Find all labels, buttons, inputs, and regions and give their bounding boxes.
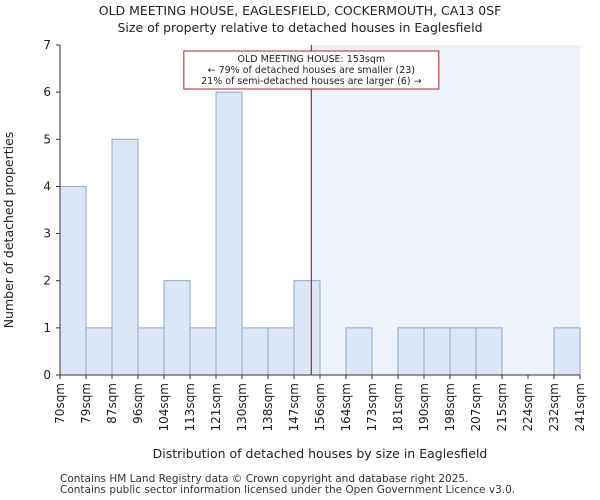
footer-line-2: Contains public sector information licen… (60, 484, 516, 496)
x-tick-label: 87sqm (105, 383, 119, 424)
histogram-bar (423, 327, 451, 376)
x-tick-label: 147sqm (287, 383, 301, 431)
histogram-bar (59, 185, 87, 376)
x-tick-label: 113sqm (183, 383, 197, 431)
x-tick-label: 207sqm (469, 383, 483, 431)
x-tick-label: 181sqm (391, 383, 405, 431)
larger-region-highlight (311, 45, 580, 375)
y-tick-label: 6 (43, 85, 51, 99)
x-tick-label: 79sqm (79, 383, 93, 424)
chart-title: OLD MEETING HOUSE, EAGLESFIELD, COCKERMO… (98, 3, 502, 18)
footer-line-1: Contains HM Land Registry data © Crown c… (60, 473, 469, 485)
x-tick-label: 164sqm (339, 383, 353, 431)
y-tick-label: 5 (43, 132, 51, 146)
histogram-bar (215, 91, 243, 376)
x-tick-label: 138sqm (261, 383, 275, 431)
x-tick-label: 104sqm (157, 383, 171, 431)
y-tick-label: 2 (43, 274, 51, 288)
x-tick-label: 190sqm (417, 383, 431, 431)
x-tick-label: 70sqm (53, 383, 67, 424)
y-axis-label: Number of detached properties (1, 132, 16, 329)
x-tick-label: 173sqm (365, 383, 379, 431)
y-tick-label: 1 (43, 321, 51, 335)
histogram-bar (85, 327, 113, 376)
histogram-bar (189, 327, 217, 376)
histogram-bar (241, 327, 269, 376)
histogram-bar (111, 138, 139, 376)
histogram-bar (293, 280, 321, 376)
histogram-bar (137, 327, 165, 376)
histogram-bar (553, 327, 581, 376)
y-tick-label: 4 (43, 179, 51, 193)
y-tick-label: 7 (43, 38, 51, 52)
chart-subtitle: Size of property relative to detached ho… (117, 20, 483, 35)
x-tick-label: 232sqm (547, 383, 561, 431)
annotation-box (183, 50, 440, 90)
annotation-line: 21% of semi-detached houses are larger (… (201, 76, 421, 87)
x-tick-label: 215sqm (495, 383, 509, 431)
histogram-bar (345, 327, 373, 376)
histogram-bar (267, 327, 295, 376)
x-axis-label: Distribution of detached houses by size … (153, 446, 488, 461)
x-tick-label: 198sqm (443, 383, 457, 431)
histogram-bar (163, 280, 191, 376)
histogram-bar (475, 327, 503, 376)
x-tick-label: 156sqm (313, 383, 327, 431)
x-tick-label: 241sqm (573, 383, 587, 431)
y-tick-label: 0 (43, 368, 51, 382)
x-tick-label: 130sqm (235, 383, 249, 431)
x-tick-label: 224sqm (521, 383, 535, 431)
x-tick-label: 121sqm (209, 383, 223, 431)
annotation-line: ← 79% of detached houses are smaller (23… (208, 65, 415, 76)
x-tick-label: 96sqm (131, 383, 145, 424)
annotation-line: OLD MEETING HOUSE: 153sqm (238, 54, 386, 65)
histogram-bar (397, 327, 425, 376)
histogram-bar (449, 327, 477, 376)
y-tick-label: 3 (43, 227, 51, 241)
